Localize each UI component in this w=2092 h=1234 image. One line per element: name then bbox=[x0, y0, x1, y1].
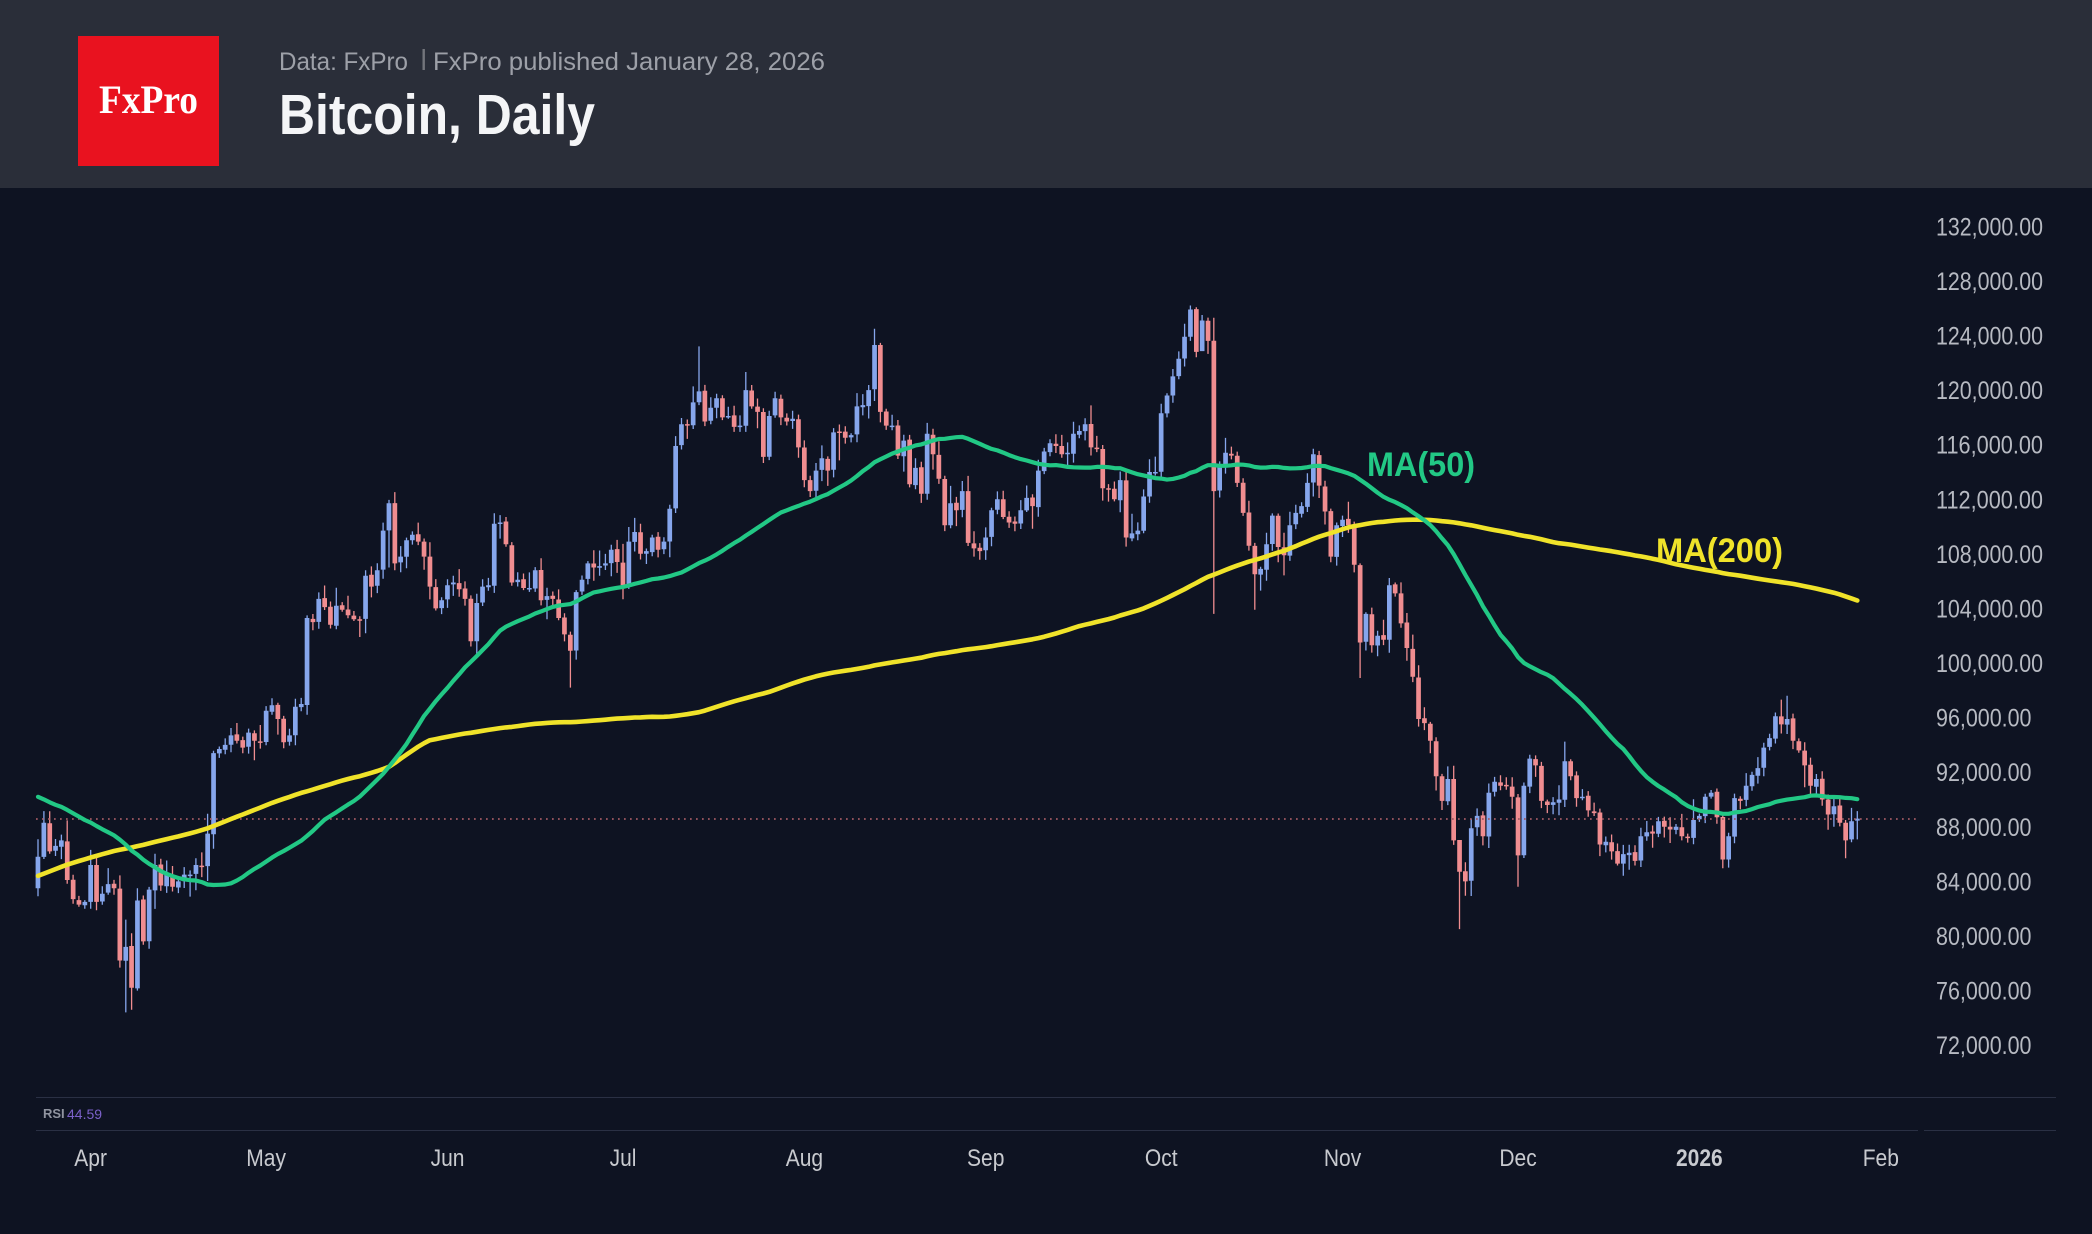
svg-text:104,000.00: 104,000.00 bbox=[1936, 595, 2043, 623]
svg-text:108,000.00: 108,000.00 bbox=[1936, 541, 2043, 569]
svg-text:120,000.00: 120,000.00 bbox=[1936, 377, 2043, 405]
svg-text:Feb: Feb bbox=[1863, 1145, 1899, 1172]
svg-text:RSI: RSI bbox=[43, 1106, 65, 1121]
svg-text:80,000.00: 80,000.00 bbox=[1936, 923, 2032, 951]
svg-text:FxPro published January 28, 20: FxPro published January 28, 2026 bbox=[433, 48, 825, 76]
svg-text:Bitcoin, Daily: Bitcoin, Daily bbox=[279, 83, 595, 147]
svg-text:128,000.00: 128,000.00 bbox=[1936, 268, 2043, 296]
svg-text:112,000.00: 112,000.00 bbox=[1936, 486, 2043, 514]
svg-text:100,000.00: 100,000.00 bbox=[1936, 650, 2043, 678]
svg-text:84,000.00: 84,000.00 bbox=[1936, 868, 2032, 896]
svg-text:Nov: Nov bbox=[1324, 1145, 1361, 1172]
svg-text:FxPro: FxPro bbox=[99, 77, 198, 122]
svg-text:Aug: Aug bbox=[786, 1145, 823, 1172]
svg-text:88,000.00: 88,000.00 bbox=[1936, 814, 2032, 842]
svg-text:MA(200): MA(200) bbox=[1656, 532, 1783, 570]
svg-text:Apr: Apr bbox=[74, 1145, 107, 1172]
svg-text:124,000.00: 124,000.00 bbox=[1936, 323, 2043, 351]
svg-text:116,000.00: 116,000.00 bbox=[1936, 432, 2043, 460]
svg-text:76,000.00: 76,000.00 bbox=[1936, 978, 2032, 1006]
svg-text:MA(50): MA(50) bbox=[1367, 446, 1475, 484]
svg-text:Jul: Jul bbox=[610, 1145, 637, 1172]
svg-text:Dec: Dec bbox=[1499, 1145, 1536, 1172]
svg-text:44.59: 44.59 bbox=[67, 1106, 102, 1122]
svg-text:Oct: Oct bbox=[1145, 1145, 1178, 1172]
svg-text:Jun: Jun bbox=[431, 1145, 465, 1172]
svg-text:May: May bbox=[246, 1145, 286, 1172]
svg-text:Sep: Sep bbox=[967, 1145, 1004, 1172]
svg-text:96,000.00: 96,000.00 bbox=[1936, 705, 2032, 733]
svg-text:92,000.00: 92,000.00 bbox=[1936, 759, 2032, 787]
svg-text:72,000.00: 72,000.00 bbox=[1936, 1032, 2032, 1060]
svg-text:Data: FxPro: Data: FxPro bbox=[279, 48, 408, 76]
svg-text:132,000.00: 132,000.00 bbox=[1936, 213, 2043, 241]
svg-text:2026: 2026 bbox=[1676, 1145, 1723, 1172]
